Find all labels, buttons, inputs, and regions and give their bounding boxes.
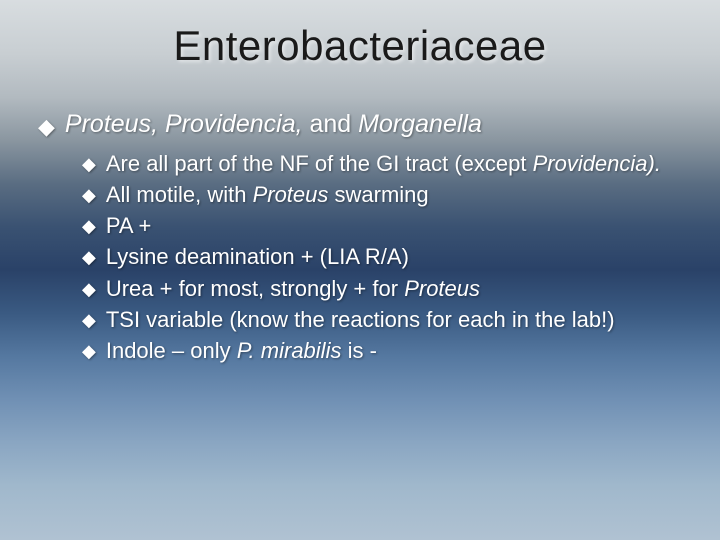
list-item: ◆ All motile, with Proteus swarming <box>82 181 690 209</box>
list-item: ◆ Urea + for most, strongly + for Proteu… <box>82 275 690 303</box>
item-ital: Proteus <box>253 182 335 207</box>
list-item: ◆ Are all part of the NF of the GI tract… <box>82 150 690 178</box>
list-item: ◆ Lysine deamination + (LIA R/A) <box>82 243 690 271</box>
item-pre: PA + <box>106 213 151 238</box>
heading-prefix: Proteus, Providencia, <box>65 110 310 138</box>
slide-title: Enterobacteriaceae <box>0 0 720 70</box>
item-post: is - <box>348 338 377 363</box>
item-pre: Lysine deamination + (LIA R/A) <box>106 244 409 269</box>
diamond-icon: ◆ <box>82 184 96 207</box>
item-text: Urea + for most, strongly + for Proteus <box>106 275 690 303</box>
item-text: Are all part of the NF of the GI tract (… <box>106 150 690 178</box>
item-pre: Urea + for most, strongly + for <box>106 276 404 301</box>
item-pre: Are all part of the NF of the GI tract (… <box>106 151 533 176</box>
diamond-icon: ◆ <box>82 153 96 176</box>
item-ital: Proteus <box>404 276 480 301</box>
diamond-icon: ◆ <box>38 114 55 140</box>
item-text: All motile, with Proteus swarming <box>106 181 690 209</box>
item-ital: P. mirabilis <box>237 338 348 363</box>
heading-bullet: ◆ Proteus, Providencia, and Morganella <box>38 110 690 140</box>
item-pre: Indole – only <box>106 338 237 363</box>
heading-text: Proteus, Providencia, and Morganella <box>65 110 690 139</box>
list-item: ◆ Indole – only P. mirabilis is - <box>82 337 690 365</box>
heading-conj: and <box>310 110 359 138</box>
slide: Enterobacteriaceae ◆ Proteus, Providenci… <box>0 0 720 540</box>
item-text: Indole – only P. mirabilis is - <box>106 337 690 365</box>
slide-body: ◆ Proteus, Providencia, and Morganella ◆… <box>38 110 690 368</box>
item-pre: All motile, with <box>106 182 253 207</box>
diamond-icon: ◆ <box>82 309 96 332</box>
item-post: swarming <box>335 182 429 207</box>
item-ital: Providencia). <box>533 151 661 176</box>
diamond-icon: ◆ <box>82 340 96 363</box>
diamond-icon: ◆ <box>82 215 96 238</box>
item-pre: TSI variable (know the reactions for eac… <box>106 307 615 332</box>
list-item: ◆ TSI variable (know the reactions for e… <box>82 306 690 334</box>
list-item: ◆ PA + <box>82 212 690 240</box>
diamond-icon: ◆ <box>82 278 96 301</box>
item-text: TSI variable (know the reactions for eac… <box>106 306 690 334</box>
item-text: Lysine deamination + (LIA R/A) <box>106 243 690 271</box>
heading-suffix: Morganella <box>358 110 482 138</box>
item-text: PA + <box>106 212 690 240</box>
diamond-icon: ◆ <box>82 246 96 269</box>
